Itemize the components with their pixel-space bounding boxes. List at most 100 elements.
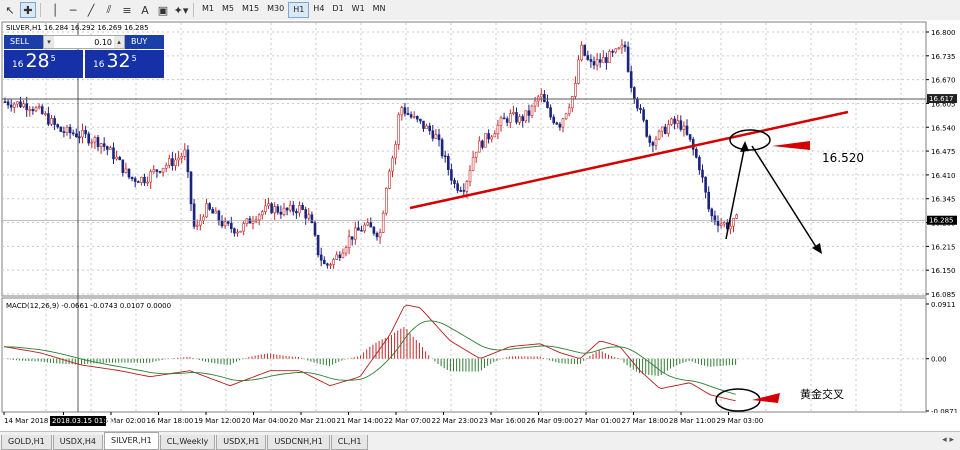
candle-body [657, 130, 661, 140]
tab-gold-h1[interactable]: GOLD,H1 [1, 435, 52, 450]
candle-body [428, 125, 432, 132]
channel-icon[interactable]: ⫽ [106, 3, 112, 16]
tab-cl-h1[interactable]: CL,H1 [330, 435, 369, 450]
arrow-down-line [751, 145, 819, 251]
label-icon[interactable]: ▣ [157, 3, 169, 17]
tab-usdcnh-h1[interactable]: USDCNH,H1 [267, 435, 330, 450]
toolbar-separator [193, 3, 194, 17]
tab-silver-h1[interactable]: SILVER,H1 [104, 432, 159, 450]
candle-body [710, 208, 714, 217]
timeframe-h4[interactable]: H4 [313, 4, 325, 13]
vertical-line-icon[interactable]: │ [51, 3, 59, 17]
horizontal-line-icon[interactable]: ─ [69, 3, 77, 17]
buy-price-box[interactable]: 16 32 5 [85, 50, 164, 78]
candle-body [59, 126, 63, 132]
tab-usdx-h1[interactable]: USDX,H1 [216, 435, 267, 450]
time-axis-label: 22 Mar 07:00 [384, 417, 431, 425]
candle-body [481, 140, 484, 148]
candle-body [552, 116, 556, 124]
candle-body [363, 224, 366, 232]
sell-button[interactable]: SELL [4, 35, 43, 49]
candle-body [524, 110, 528, 122]
candle-body [518, 116, 521, 123]
chart-canvas[interactable]: 16.800 16.735 16.670 16.605 16.540 16.475 16.4… [0, 20, 960, 431]
candle-body [239, 230, 242, 233]
candle-body [180, 155, 183, 159]
lot-size-input[interactable] [54, 36, 114, 48]
candle-body [626, 46, 630, 72]
candle-body [688, 134, 692, 140]
candle-body [233, 228, 236, 234]
candle-body [301, 205, 304, 210]
candle-body [78, 136, 81, 139]
tab-usdx-h4[interactable]: USDX,H4 [52, 435, 103, 450]
candle-body [202, 216, 205, 221]
candle-body [372, 226, 376, 234]
buy-price-main: 32 [106, 50, 131, 72]
candle-body [471, 157, 475, 171]
candle-body [611, 51, 614, 53]
candle-body [347, 236, 351, 248]
timeframe-mn[interactable]: MN [372, 4, 386, 13]
time-axis-label: 16 Mar 02:00 [99, 417, 146, 425]
sell-price-box[interactable]: 16 28 5 [4, 50, 83, 78]
candle-body [608, 51, 611, 63]
price-scale-label: 16.800 [931, 29, 956, 37]
price-scale-label: 16.475 [931, 148, 956, 156]
candle-body [654, 138, 658, 146]
chart-area[interactable]: 16.800 16.735 16.670 16.605 16.540 16.475 16.4… [0, 20, 960, 431]
candle-body [676, 120, 680, 124]
candle-body [391, 157, 394, 172]
timeframe-m5[interactable]: M5 [222, 4, 234, 13]
candle-body [43, 113, 47, 115]
annotation-price-label: 16.520 [822, 151, 864, 165]
crosshair-icon[interactable]: ✚ [20, 2, 36, 18]
candle-body [477, 140, 481, 153]
lot-decrease-icon[interactable]: ▾ [47, 38, 51, 46]
candle-body [598, 59, 602, 63]
candle-body [397, 114, 401, 145]
tab-scroll-arrows-icon[interactable]: ◂ ▸ [942, 435, 954, 445]
candle-body [279, 211, 283, 215]
tab-cl-weekly[interactable]: CL,Weekly [159, 435, 216, 450]
timeframe-d1[interactable]: D1 [332, 4, 344, 13]
candle-body [403, 107, 407, 114]
price-scale-label: 16.605 [931, 100, 956, 108]
candle-body [205, 203, 208, 218]
timeframe-w1[interactable]: W1 [351, 4, 365, 13]
candle-body [648, 136, 652, 143]
time-axis-label: 28 Mar 11:00 [669, 417, 716, 425]
timeframe-m1[interactable]: M1 [202, 4, 214, 13]
price-scale-label: 16.085 [931, 291, 956, 299]
trendline-icon[interactable]: ╱ [87, 3, 95, 17]
candle-body [388, 170, 391, 189]
cursor-icon[interactable]: ↖ [5, 3, 15, 17]
candle-body [369, 222, 373, 228]
candle-body [158, 171, 162, 173]
candle-body [698, 157, 701, 171]
candle-body [437, 134, 441, 141]
shapes-icon[interactable]: ✦▾ [173, 3, 189, 17]
candle-body [350, 236, 354, 240]
text-icon[interactable]: A [141, 3, 149, 17]
timeframe-h1[interactable]: H1 [288, 2, 310, 18]
candle-body [682, 125, 686, 130]
candle-body [502, 117, 506, 120]
price-scale-label: 16.150 [931, 267, 956, 275]
candle-body [679, 120, 683, 130]
candle-body [295, 211, 298, 214]
candle-body [152, 169, 156, 173]
candle-body [133, 178, 137, 182]
sell-price-prefix: 16 [12, 60, 24, 70]
time-axis-label: 27 Mar 18:00 [622, 417, 669, 425]
candle-body [543, 94, 546, 103]
chart-toolbar: ↖ ✚ │ ─ ╱ ⫽ ≡ A ▣ ✦▾ M1 M5 M15 M30 H1 H4 D1 W1 M… [0, 0, 960, 21]
fibo-icon[interactable]: ≡ [122, 3, 132, 17]
price-scale-label: 16.215 [931, 243, 956, 251]
buy-button[interactable]: BUY [125, 35, 164, 49]
lot-increase-icon[interactable]: ▴ [117, 38, 121, 46]
candle-body [37, 106, 41, 109]
candle-body [546, 101, 549, 108]
timeframe-m15[interactable]: M15 [242, 4, 260, 13]
timeframe-m30[interactable]: M30 [267, 4, 285, 13]
